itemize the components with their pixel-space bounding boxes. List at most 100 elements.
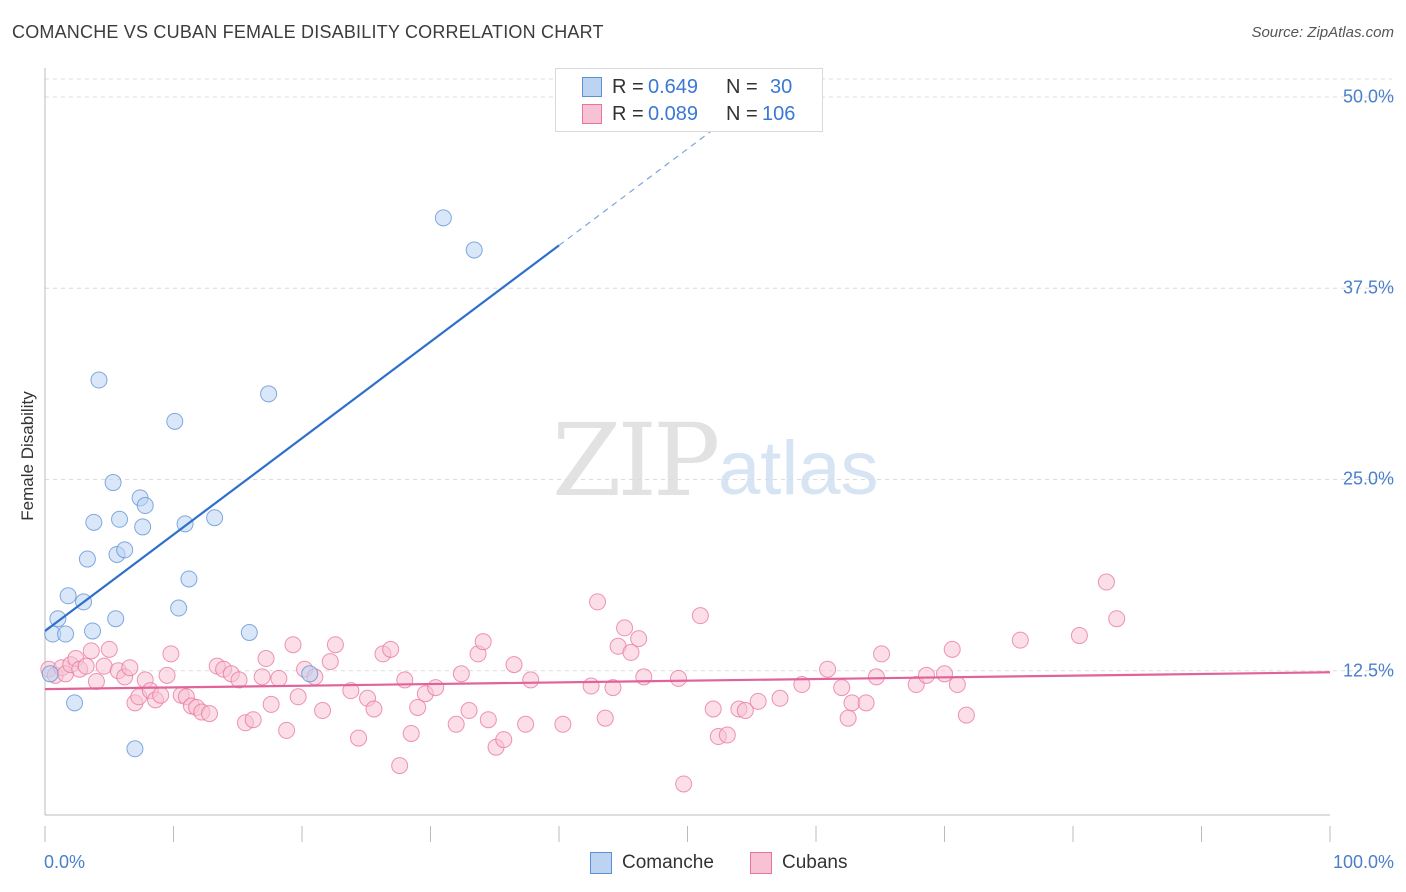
cubans-point bbox=[704, 700, 722, 718]
comanche-point bbox=[84, 622, 102, 640]
cubans-point bbox=[365, 700, 383, 718]
cubans-point bbox=[230, 671, 248, 689]
cubans-point bbox=[622, 643, 640, 661]
y-tick-label: 25.0% bbox=[1342, 468, 1394, 489]
comanche-point bbox=[59, 587, 77, 605]
comanche-legend-swatch bbox=[590, 852, 612, 874]
cubans-point bbox=[873, 645, 891, 663]
cubans-point bbox=[554, 715, 572, 733]
comanche-point bbox=[166, 412, 184, 430]
stats-row-comanche: R = 0.649 N = 30 bbox=[556, 75, 822, 99]
cubans-point bbox=[200, 705, 218, 723]
cubans-point bbox=[326, 636, 344, 654]
cubans-point bbox=[771, 689, 789, 707]
comanche-point bbox=[104, 474, 122, 492]
cubans-point bbox=[314, 702, 332, 720]
comanche-point bbox=[41, 665, 59, 683]
cubans-point bbox=[82, 642, 100, 660]
cubans-point bbox=[616, 619, 634, 637]
comanche-trend-line bbox=[44, 244, 560, 632]
watermark-zip: ZIP bbox=[552, 402, 720, 519]
cubans-point bbox=[447, 715, 465, 733]
comanche-point bbox=[134, 518, 152, 536]
cubans-point bbox=[342, 682, 360, 700]
cubans-point bbox=[675, 775, 693, 793]
comanche-point bbox=[57, 625, 75, 643]
y-tick-label: 12.5% bbox=[1342, 660, 1394, 681]
cubans-point bbox=[257, 650, 275, 668]
cubans-point bbox=[749, 692, 767, 710]
cubans-point bbox=[857, 694, 875, 712]
cubans-point bbox=[948, 676, 966, 694]
r-value: 0.089 bbox=[648, 102, 699, 125]
cubans-point bbox=[517, 715, 535, 733]
cubans-point bbox=[270, 669, 288, 687]
x-tick-label-min: 0.0% bbox=[44, 852, 86, 872]
cubans-point bbox=[77, 657, 95, 675]
comanche-point bbox=[465, 241, 483, 259]
cubans-point bbox=[474, 633, 492, 651]
cubans-point bbox=[95, 657, 113, 675]
cubans-point bbox=[100, 640, 118, 658]
cubans-point bbox=[427, 679, 445, 697]
comanche-point bbox=[107, 610, 125, 628]
cubans-point bbox=[289, 688, 307, 706]
cubans-point bbox=[691, 607, 709, 625]
cubans-point bbox=[839, 709, 857, 727]
comanche-swatch bbox=[582, 77, 602, 97]
cubans-point bbox=[936, 665, 953, 683]
cubans-swatch bbox=[582, 104, 602, 124]
cubans-point bbox=[589, 593, 607, 611]
n-value: 30 bbox=[770, 75, 793, 98]
cubans-point bbox=[382, 640, 400, 658]
comanche-point bbox=[240, 624, 258, 641]
cubans-point bbox=[718, 726, 736, 744]
comanche-trend-extension bbox=[558, 119, 727, 246]
cubans-point bbox=[1097, 573, 1115, 591]
cubans-point bbox=[522, 671, 540, 689]
y-tick-label: 37.5% bbox=[1342, 277, 1394, 298]
cubans-point bbox=[409, 698, 427, 716]
cubans-point bbox=[278, 721, 296, 739]
cubans-point bbox=[843, 694, 861, 712]
cubans-point bbox=[321, 653, 339, 671]
comanche-point bbox=[49, 610, 67, 628]
stats-row-cubans: R = 0.089 N = 106 bbox=[556, 102, 822, 126]
comanche-point bbox=[434, 209, 452, 227]
cubans-legend-swatch bbox=[750, 852, 772, 874]
cubans-point bbox=[943, 640, 961, 658]
n-label: N = bbox=[726, 75, 758, 98]
cubans-point bbox=[736, 702, 754, 720]
y-tick-label: 50.0% bbox=[1342, 86, 1394, 107]
cubans-point bbox=[121, 659, 139, 677]
comanche-point bbox=[66, 694, 84, 712]
stats-legend: R = 0.649 N = 30 R = 0.089 N = 106 bbox=[555, 68, 823, 132]
watermark-atlas: atlas bbox=[718, 426, 879, 511]
comanche-point bbox=[206, 509, 224, 527]
legend-item-cubans[interactable]: Cubans bbox=[750, 852, 848, 874]
cubans-point bbox=[284, 636, 302, 654]
r-label: R = bbox=[612, 75, 644, 98]
comanche-point bbox=[90, 371, 108, 389]
cubans-point bbox=[596, 709, 614, 727]
n-label: N = bbox=[726, 102, 758, 125]
r-value: 0.649 bbox=[648, 75, 699, 98]
comanche-point bbox=[170, 599, 188, 617]
comanche-point bbox=[78, 550, 96, 568]
cubans-point bbox=[582, 677, 600, 695]
chart-title: COMANCHE VS CUBAN FEMALE DISABILITY CORR… bbox=[12, 22, 604, 42]
cubans-point bbox=[867, 668, 885, 686]
cubans-point bbox=[391, 757, 409, 775]
cubans-point bbox=[918, 666, 936, 684]
cubans-point bbox=[819, 660, 837, 678]
comanche-point bbox=[301, 665, 319, 683]
cubans-trend-line bbox=[44, 671, 1331, 691]
cubans-point bbox=[152, 686, 170, 704]
cubans-point bbox=[495, 731, 513, 749]
cubans-point bbox=[479, 711, 497, 729]
cubans-point bbox=[793, 676, 811, 694]
legend-label: Cubans bbox=[782, 852, 848, 873]
comanche-point bbox=[116, 541, 134, 559]
legend-item-comanche[interactable]: Comanche bbox=[590, 852, 714, 874]
